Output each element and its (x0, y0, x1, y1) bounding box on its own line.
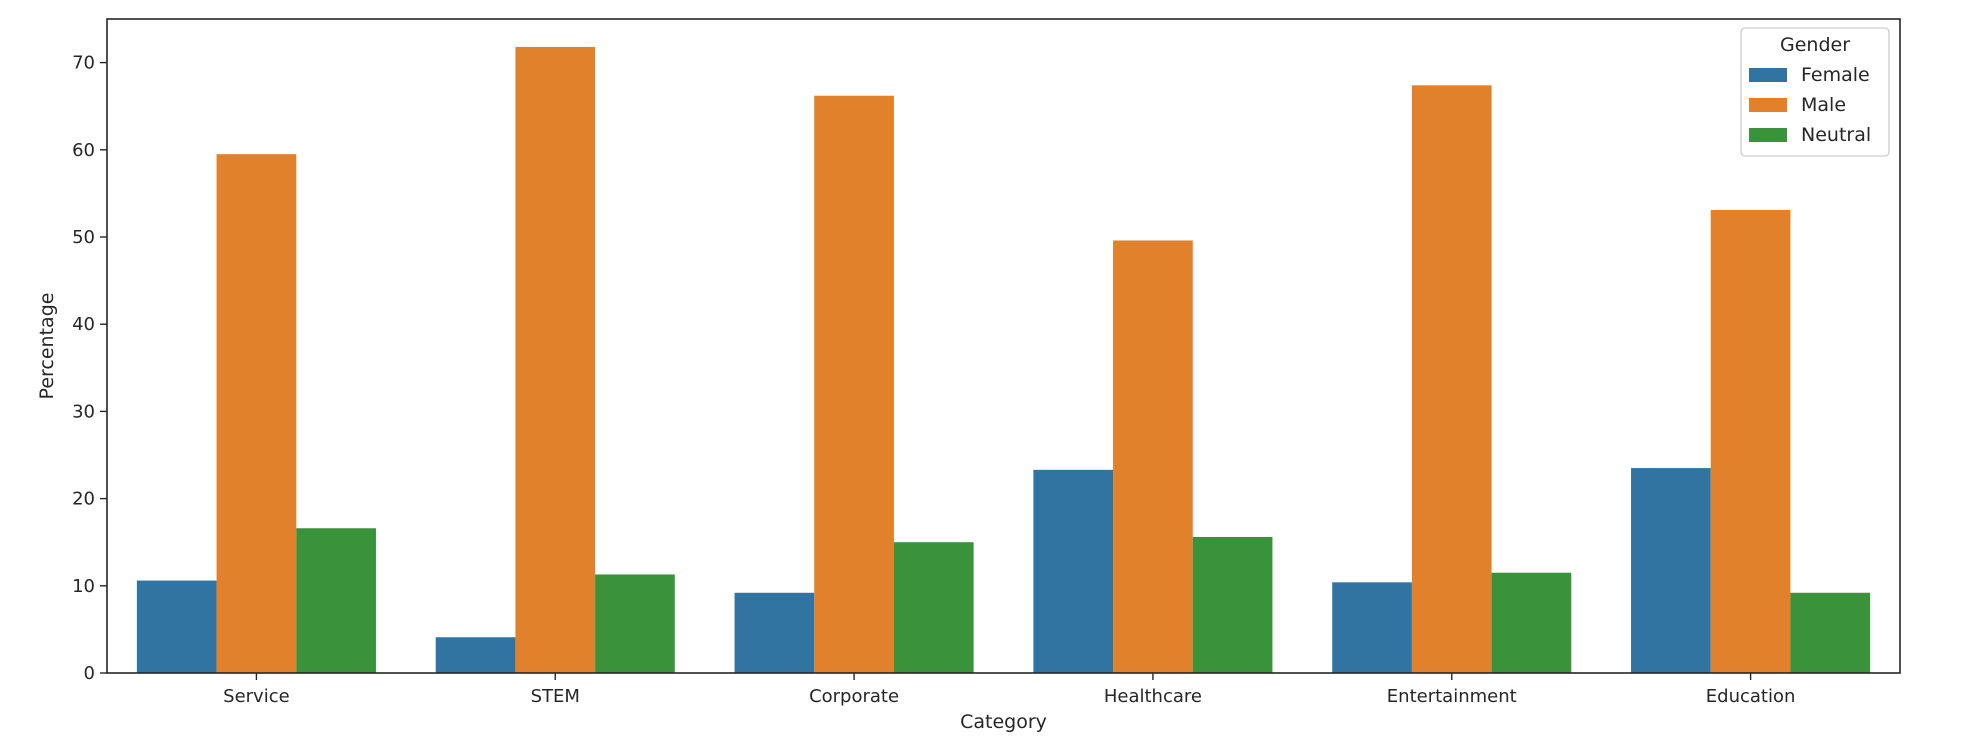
bar-healthcare-female (1033, 469, 1114, 673)
x-axis: Service STEM Corporate Healthcare Entertainm… (223, 673, 1795, 707)
x-tick-label: Corporate (809, 686, 899, 707)
plot-frame (106, 18, 1901, 674)
bar-service-female (136, 580, 217, 673)
legend-box (1740, 27, 1890, 157)
bar-corporate-male (814, 95, 894, 673)
bar-education-neutral (1790, 592, 1871, 673)
x-tick-label: Healthcare (1104, 686, 1202, 707)
x-axis-label: Category (960, 711, 1047, 733)
bar-stem-neutral (595, 574, 675, 673)
bar-corporate-female (734, 592, 815, 673)
x-tick-label: Service (223, 686, 290, 707)
bar-entertainment-female (1332, 582, 1412, 673)
y-axis: 0 10 20 30 40 50 60 70 (72, 53, 107, 684)
y-axis-label: Percentage (36, 293, 58, 400)
bar-corporate-neutral (893, 542, 974, 673)
y-tick-label: 60 (72, 140, 95, 161)
bar-stem-male (515, 46, 596, 674)
bar-healthcare-neutral (1192, 536, 1273, 673)
y-tick-label: 0 (84, 663, 95, 684)
bar-healthcare-male (1113, 240, 1193, 673)
bar-entertainment-neutral (1491, 572, 1572, 673)
y-tick-label: 30 (72, 401, 95, 422)
legend-swatch-male (1749, 98, 1787, 112)
legend-swatch-female (1749, 68, 1787, 82)
legend-label-male: Male (1801, 94, 1846, 116)
legend-title: Gender (1780, 34, 1850, 56)
bar-education-female (1631, 468, 1711, 673)
legend-items: Female Male Neutral (1749, 64, 1871, 146)
x-tick-label: STEM (531, 686, 580, 707)
bar-service-male (216, 154, 297, 673)
legend-swatch-neutral (1749, 128, 1787, 142)
bars-layer (136, 46, 1871, 674)
bar-entertainment-male (1411, 85, 1492, 674)
bar-education-male (1710, 209, 1791, 673)
legend-label-female: Female (1801, 64, 1870, 86)
bar-stem-female (435, 637, 516, 673)
legend-label-neutral: Neutral (1801, 124, 1871, 146)
x-tick-label: Education (1706, 686, 1796, 707)
y-tick-label: 50 (72, 227, 95, 248)
y-tick-label: 20 (72, 489, 95, 510)
y-tick-label: 40 (72, 314, 95, 335)
y-tick-label: 10 (72, 576, 95, 597)
x-tick-label: Entertainment (1387, 686, 1517, 707)
y-tick-label: 70 (72, 53, 95, 74)
bar-service-neutral (296, 528, 376, 673)
legend: Gender Female Male Neutral (1740, 27, 1890, 157)
